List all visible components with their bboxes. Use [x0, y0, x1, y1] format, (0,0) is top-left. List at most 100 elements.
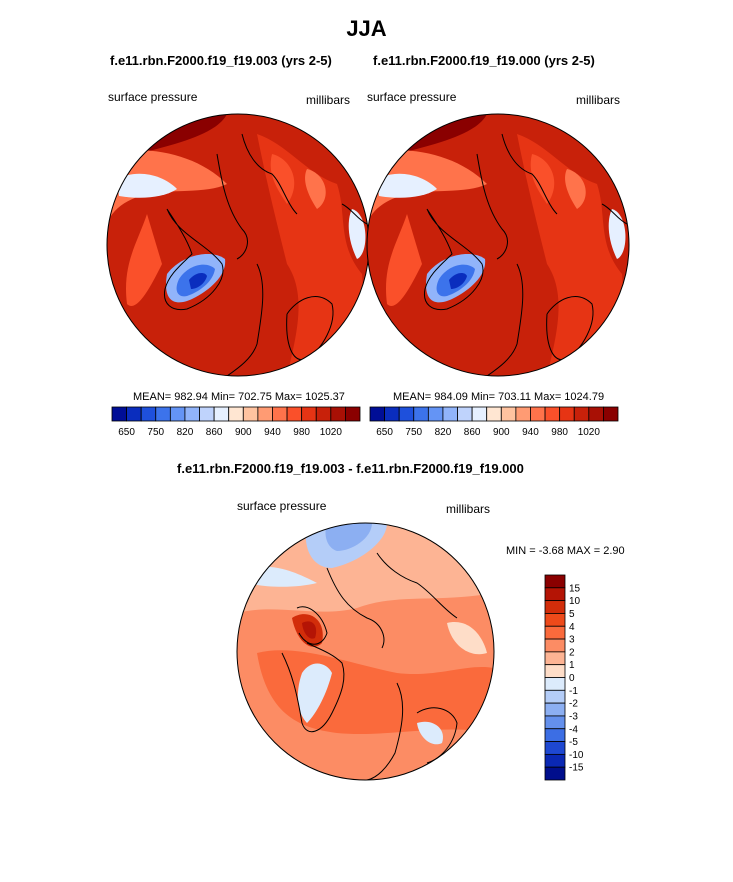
colorbar-tick-label: 900 [235, 427, 252, 438]
low-pressure-patch [117, 173, 177, 198]
colorbar-swatch [544, 651, 566, 666]
right-colorbar: 650 750 820 860 900 940 980 1020 [369, 406, 619, 438]
colorbar-swatch [559, 406, 575, 422]
colorbar-swatch [345, 406, 361, 422]
pressure-region [126, 214, 162, 306]
colorbar-tick-label: -1 [569, 686, 578, 697]
coastlines [163, 133, 368, 376]
coastlines [281, 552, 458, 780]
colorbar-tick-label: 650 [118, 427, 135, 438]
colorbar-swatch [315, 406, 332, 422]
diff-panel-title: f.e11.rbn.F2000.f19_f19.003 - f.e11.rbn.… [177, 461, 524, 476]
low-pressure-patch [348, 209, 366, 259]
colorbar-swatch [272, 406, 288, 422]
colorbar-swatch [544, 406, 561, 422]
positive-region [297, 663, 332, 723]
left-panel-title: f.e11.rbn.F2000.f19_f19.003 (yrs 2-5) [110, 53, 332, 68]
right-variable-label: surface pressure [367, 90, 457, 104]
colorbar-swatch [442, 406, 458, 422]
colorbar-swatch [544, 689, 566, 704]
diff-stats: MIN = -3.68 MAX = 2.90 [506, 545, 625, 557]
colorbar-swatch [228, 406, 244, 422]
colorbar-tick-label: 5 [569, 609, 575, 620]
left-colorbar: 650 750 820 860 900 940 980 1020 [111, 406, 361, 438]
colorbar-swatch [111, 406, 127, 422]
colorbar-tick-label: 10 [569, 596, 581, 607]
colorbar-tick-label: 650 [376, 427, 393, 438]
left-variable-label: surface pressure [108, 90, 198, 104]
colorbar-tick-label: -2 [569, 699, 578, 710]
colorbar-tick-label: -5 [569, 737, 578, 748]
colorbar-swatch [155, 406, 171, 422]
pressure-region [530, 154, 555, 204]
colorbar-tick-label: 1 [569, 660, 575, 671]
colorbar-swatch [413, 406, 429, 422]
pressure-region [565, 169, 586, 209]
colorbar-tick-label: 980 [293, 427, 310, 438]
colorbar-swatch [544, 638, 566, 653]
coastlines [423, 133, 628, 376]
colorbar-swatch [199, 406, 215, 422]
colorbar-tick-label: 2 [569, 647, 575, 658]
map-boundary [236, 522, 495, 781]
figure-title: JJA [346, 16, 387, 41]
colorbar-tick-label: 820 [435, 427, 452, 438]
right-panel-title: f.e11.rbn.F2000.f19_f19.000 (yrs 2-5) [373, 53, 595, 68]
map-boundary [366, 113, 630, 377]
colorbar-swatch [544, 677, 566, 691]
colorbar-tick-label: 900 [493, 427, 510, 438]
colorbar-swatch [544, 766, 566, 781]
positive-region [325, 523, 372, 551]
diff-units-label: millibars [446, 502, 491, 516]
colorbar-swatch [515, 406, 531, 422]
colorbar-swatch [286, 406, 303, 422]
colorbar-swatch [544, 741, 566, 755]
colorbar-swatch [126, 406, 142, 422]
near-zero-region [447, 622, 487, 655]
colorbar-tick-label: -10 [569, 750, 584, 761]
colorbar-tick-label: 3 [569, 635, 575, 646]
colorbar-tick-label: 750 [147, 427, 164, 438]
colorbar-swatch [301, 406, 317, 422]
colorbar-swatch [257, 406, 273, 422]
colorbar-tick-label: 750 [405, 427, 422, 438]
greenland-region [449, 272, 467, 289]
colorbar-tick-label: -15 [569, 763, 584, 774]
colorbar-tick-label: -4 [569, 724, 578, 735]
colorbar-swatch [530, 406, 546, 422]
left-units-label: millibars [306, 93, 351, 107]
right-polar-map [366, 113, 630, 377]
pressure-region [270, 154, 295, 204]
colorbar-tick-label: 860 [464, 427, 481, 438]
left-polar-map [106, 113, 370, 377]
colorbar-swatch [544, 715, 566, 730]
low-pressure-patch [608, 209, 626, 259]
colorbar-tick-label: 860 [206, 427, 223, 438]
colorbar-swatch [398, 406, 415, 422]
pressure-region [305, 169, 326, 209]
colorbar-tick-label: -3 [569, 711, 578, 722]
colorbar-swatch [457, 406, 473, 422]
colorbar-tick-label: 0 [569, 673, 575, 684]
low-pressure-patch [377, 173, 437, 198]
colorbar-swatch [588, 406, 604, 422]
colorbar-tick-label: 820 [177, 427, 194, 438]
colorbar-swatch [544, 625, 566, 640]
colorbar-swatch [486, 406, 502, 422]
colorbar-swatch [213, 406, 230, 422]
right-units-label: millibars [576, 93, 621, 107]
colorbar-swatch [544, 728, 566, 742]
colorbar-swatch [384, 406, 400, 422]
colorbar-tick-label: 980 [551, 427, 568, 438]
colorbar-tick-label: 1020 [578, 427, 601, 438]
colorbar-tick-label: 1020 [320, 427, 343, 438]
right-stats: MEAN= 984.09 Min= 703.11 Max= 1024.79 [393, 391, 605, 403]
diff-variable-label: surface pressure [237, 499, 327, 513]
colorbar-swatch [544, 702, 566, 717]
colorbar-swatch [544, 600, 566, 614]
colorbar-swatch [184, 406, 200, 422]
colorbar-swatch [369, 406, 385, 422]
colorbar-tick-label: 940 [264, 427, 281, 438]
colorbar-tick-label: 940 [522, 427, 539, 438]
